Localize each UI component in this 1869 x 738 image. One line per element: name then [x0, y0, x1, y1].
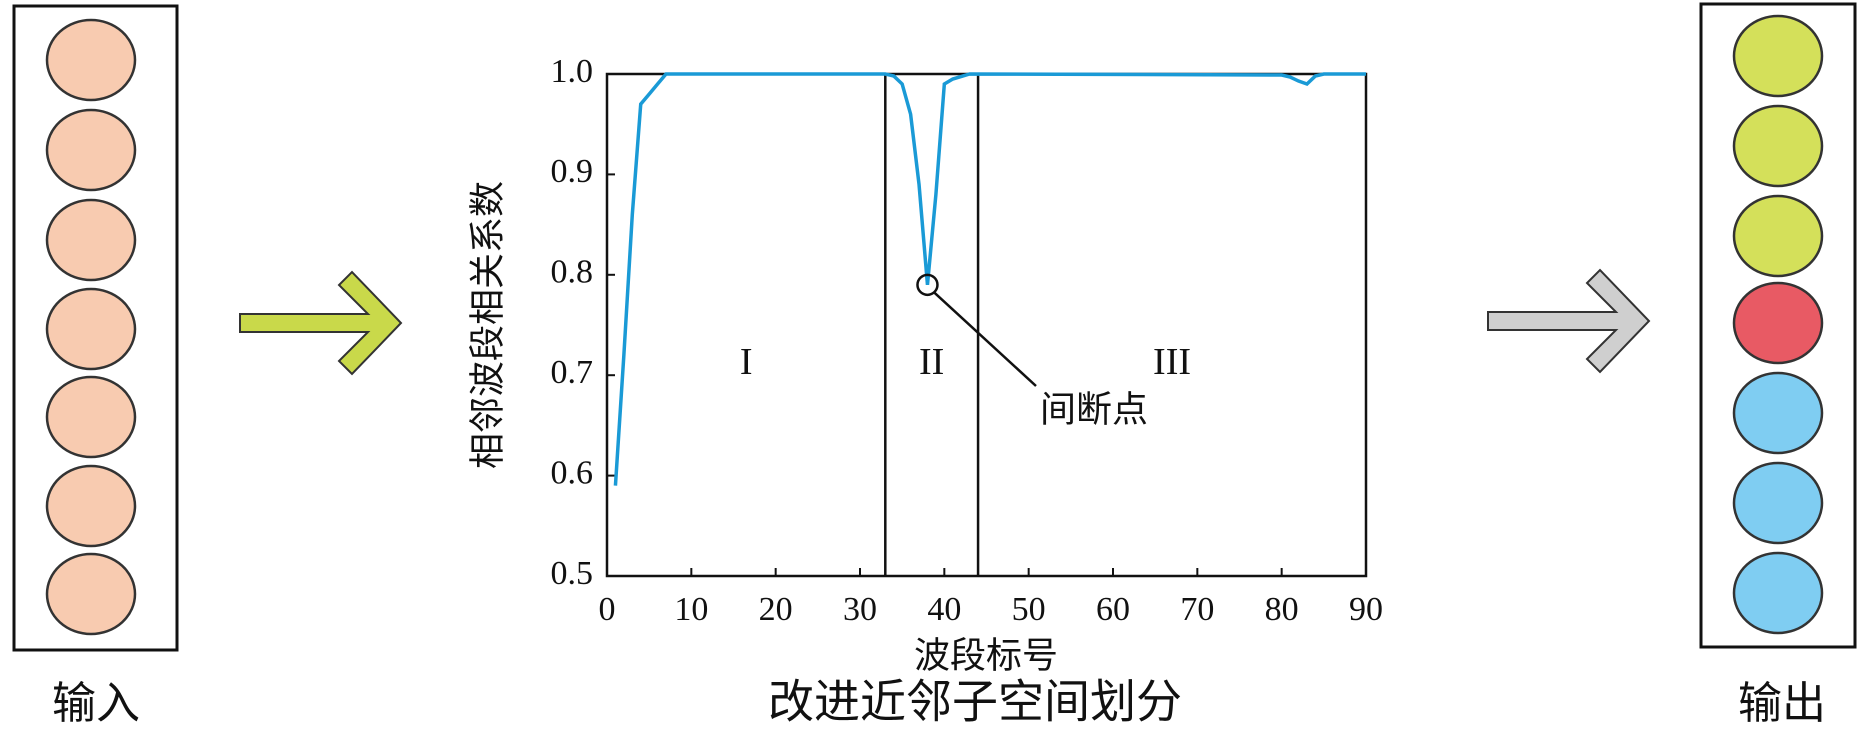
- arrow: [1487, 268, 1651, 374]
- input-node: [45, 375, 137, 459]
- annotation-marker: [916, 273, 939, 297]
- x-tick-label: 10: [674, 591, 708, 628]
- region-label: III: [1153, 341, 1191, 383]
- x-tick-label: 70: [1180, 591, 1214, 628]
- input-label: 输入: [52, 679, 140, 728]
- x-tick-label: 20: [759, 591, 793, 628]
- output-node: [1732, 104, 1824, 188]
- data-line: [613, 72, 1366, 486]
- circles: [45, 14, 1824, 636]
- y-tick-label: 1.0: [551, 53, 594, 90]
- x-tick-label: 50: [1012, 591, 1046, 628]
- x-tick-label: 60: [1096, 591, 1130, 628]
- input-node: [45, 287, 137, 371]
- x-axis-label: 波段标号: [914, 635, 1058, 675]
- output-node: [1732, 281, 1824, 365]
- region-label: I: [740, 341, 753, 383]
- input-node: [45, 18, 137, 102]
- output-node: [1732, 194, 1824, 278]
- annotation-text: 间断点: [1040, 389, 1148, 429]
- input-node: [45, 108, 137, 192]
- x-tick-label: 40: [927, 591, 961, 628]
- output-node: [1732, 461, 1824, 545]
- output-node: [1732, 14, 1824, 98]
- caption: 改进近邻子空间划分: [768, 677, 1182, 728]
- y-tick-label: 0.8: [551, 254, 594, 291]
- output-node: [1732, 551, 1824, 635]
- arrow: [239, 270, 403, 376]
- x-tick-label: 30: [843, 591, 877, 628]
- y-tick-label: 0.6: [551, 454, 594, 491]
- y-tick-label: 0.9: [551, 153, 594, 190]
- y-axis-label: 相邻波段相关系数: [467, 181, 507, 469]
- output-label: 输出: [1738, 679, 1826, 728]
- y-tick-label: 0.5: [551, 555, 594, 592]
- annotation-leader: [932, 290, 1037, 387]
- y-tick-label: 0.7: [551, 354, 594, 391]
- output-node: [1732, 371, 1824, 455]
- x-tick-label: 80: [1265, 591, 1299, 628]
- plot-frame: [605, 72, 1368, 578]
- region-label: II: [919, 341, 944, 383]
- input-node: [45, 464, 137, 548]
- x-tick-label: 90: [1349, 591, 1383, 628]
- input-node: [45, 552, 137, 636]
- x-tick-label: 0: [599, 591, 616, 628]
- input-node: [45, 198, 137, 282]
